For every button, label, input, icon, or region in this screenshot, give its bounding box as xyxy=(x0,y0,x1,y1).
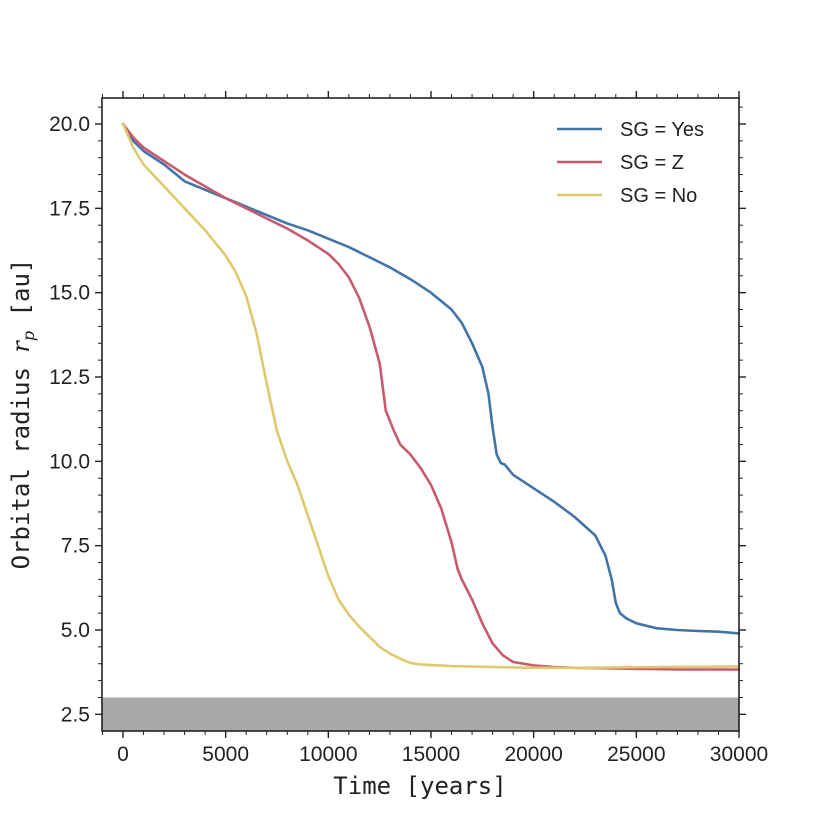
x-axis-label: Time [years] xyxy=(333,772,506,800)
ticks xyxy=(95,91,746,738)
x-tick-label: 25000 xyxy=(607,743,665,766)
series-layer xyxy=(121,122,741,671)
y-tick-label: 15.0 xyxy=(49,282,90,305)
x-tick-label: 15000 xyxy=(402,743,460,766)
x-tick-label: 10000 xyxy=(299,743,357,766)
x-tick-label: 20000 xyxy=(504,743,562,766)
legend-label: SG = Z xyxy=(620,152,684,174)
x-tick-label: 0 xyxy=(117,743,129,766)
x-tick-label: 5000 xyxy=(202,743,249,766)
y-tick-label: 2.5 xyxy=(61,703,90,726)
y-axis-label: Orbital radius rp [au] xyxy=(7,259,38,570)
x-tick-label: 30000 xyxy=(710,743,768,766)
y-axis-label-symbol: r xyxy=(7,340,35,353)
y-tick-label: 20.0 xyxy=(49,113,90,136)
plot-frame xyxy=(101,97,740,732)
y-axis-label-subscript: p xyxy=(19,331,38,341)
legend: SG = Yes SG = Z SG = No xyxy=(557,119,704,207)
legend-label: SG = Yes xyxy=(620,119,704,141)
y-tick-label: 17.5 xyxy=(49,197,90,220)
legend-label: SG = No xyxy=(620,185,697,207)
y-tick-label: 7.5 xyxy=(61,535,90,558)
tick-labels: 0 5000 10000 15000 20000 25000 30000 2.5 5.0 7.5 1… xyxy=(49,113,768,766)
excluded-region-band xyxy=(102,697,739,731)
series-line-3 xyxy=(121,122,741,670)
y-axis-label-text: Orbital radius xyxy=(7,353,35,570)
y-tick-label: 10.0 xyxy=(49,450,90,473)
plot-background xyxy=(102,98,739,731)
y-tick-label: 12.5 xyxy=(49,366,90,389)
y-tick-label: 5.0 xyxy=(61,619,90,642)
excluded-band xyxy=(102,697,739,731)
y-axis-label-unit: [au] xyxy=(7,259,35,331)
